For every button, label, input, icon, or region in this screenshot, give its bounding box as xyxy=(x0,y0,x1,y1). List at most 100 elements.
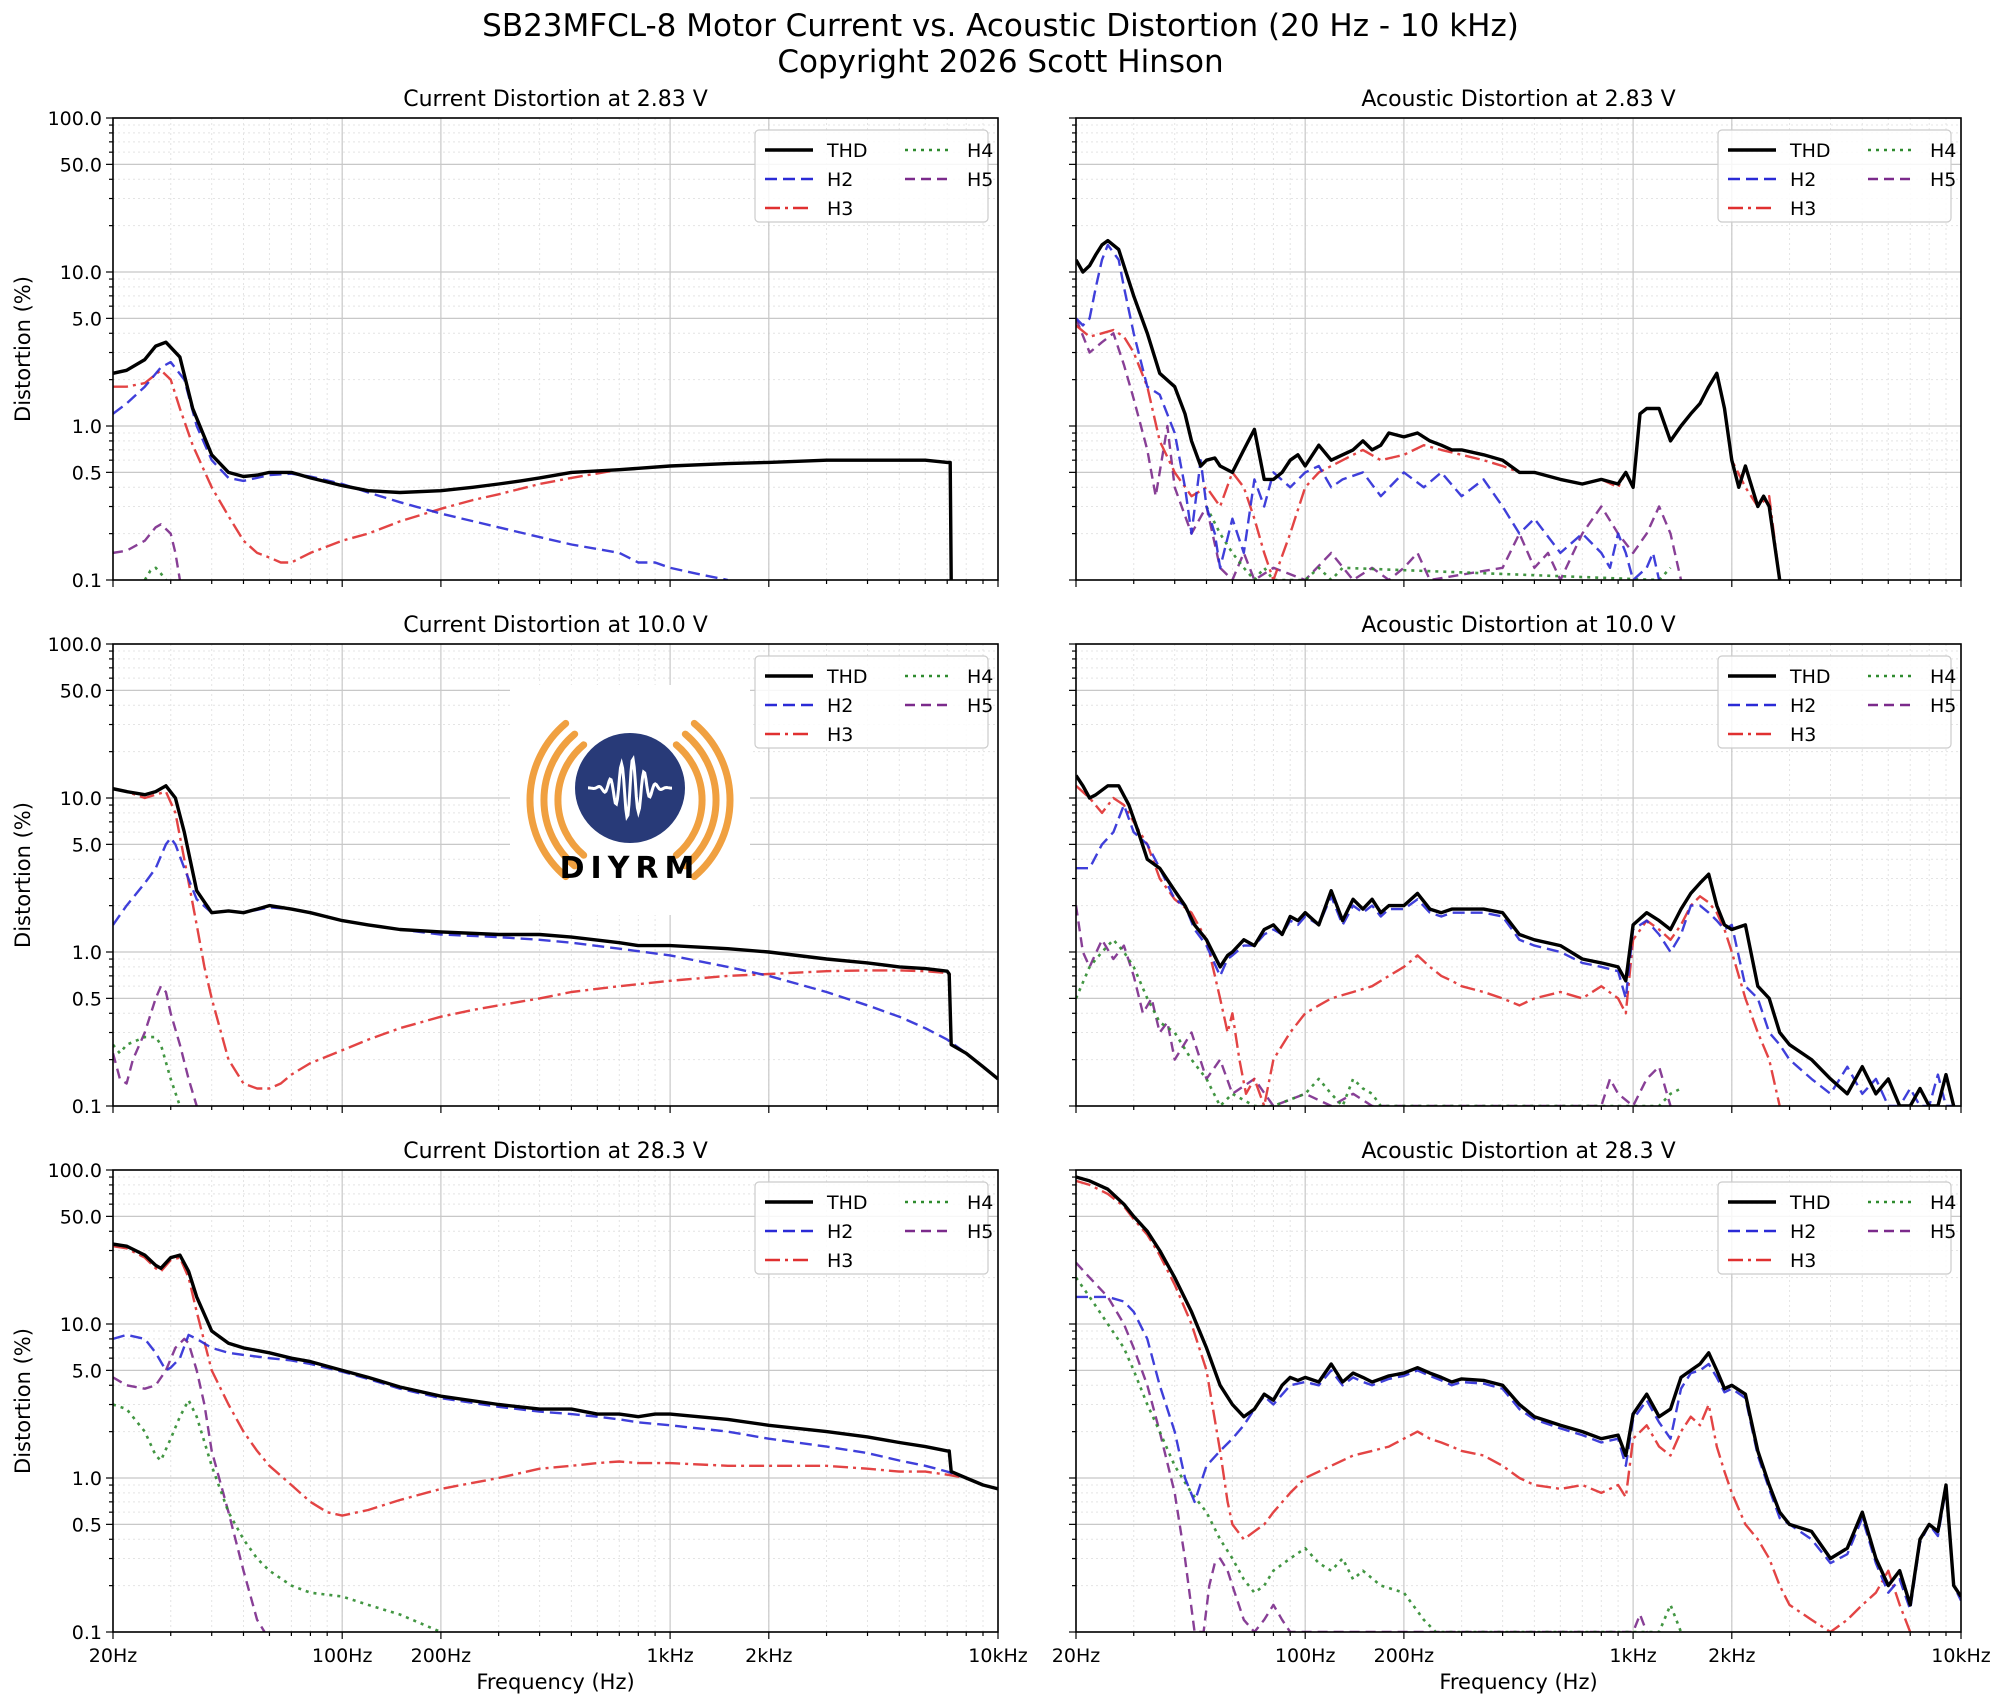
y-tick-label: 0.1 xyxy=(72,1096,102,1118)
y-tick-label: 0.5 xyxy=(72,988,102,1010)
y-tick-label: 10.0 xyxy=(60,788,102,810)
legend-label-thd: THD xyxy=(1789,666,1831,688)
series-h3-line xyxy=(1076,784,1781,1106)
panel-1: 0.1 0.5 1.0 5.0 10.0 50.0 100.0 Current Distort… xyxy=(11,87,999,592)
series-h3-line xyxy=(113,787,952,1090)
legend-label-h3: H3 xyxy=(827,198,853,220)
y-axis-label: Distortion (%) xyxy=(11,1328,35,1474)
x-tick-label: 20Hz xyxy=(89,1645,137,1667)
x-tick-label: 10kHz xyxy=(1931,1645,1990,1667)
legend-label-h2: H2 xyxy=(1790,1221,1816,1243)
legend-label-thd: THD xyxy=(1789,140,1831,162)
y-tick-label: 10.0 xyxy=(60,1314,102,1336)
axes-frame xyxy=(1075,117,1962,581)
legend-label-h5: H5 xyxy=(967,695,993,717)
legend: THD H2 H3 H4 H5 xyxy=(1717,129,1956,223)
figure-title: SB23MFCL-8 Motor Current vs. Acoustic Di… xyxy=(482,8,1519,44)
legend-label-h3: H3 xyxy=(1790,198,1816,220)
panel-title: Acoustic Distortion at 2.83 V xyxy=(1361,87,1675,112)
x-tick-label: 1kHz xyxy=(646,1645,693,1667)
legend-label-thd: THD xyxy=(826,140,868,162)
legend-label-h2: H2 xyxy=(1790,169,1816,191)
panel-title: Acoustic Distortion at 10.0 V xyxy=(1361,613,1675,638)
series-group xyxy=(1076,238,1782,580)
series-h2-line xyxy=(1076,803,1954,1106)
legend-label-thd: THD xyxy=(826,1192,868,1214)
y-axis-label: Distortion (%) xyxy=(11,276,35,422)
x-tick-label: 2kHz xyxy=(1708,1645,1755,1667)
y-tick-label: 0.5 xyxy=(72,1514,102,1536)
legend: THD H2 H3 H4 H5 xyxy=(1717,655,1956,749)
x-tick-label: 200Hz xyxy=(1374,1645,1435,1667)
panel-title: Acoustic Distortion at 28.3 V xyxy=(1361,1139,1675,1164)
legend-label-h5: H5 xyxy=(1930,169,1956,191)
legend-box xyxy=(754,655,989,749)
legend-label-h4: H4 xyxy=(967,666,993,688)
legend-box xyxy=(754,1181,989,1275)
axes-frame xyxy=(1075,643,1962,1107)
series-h3-line xyxy=(1076,1179,1912,1632)
legend-label-h2: H2 xyxy=(1790,695,1816,717)
series-group xyxy=(1076,1175,1961,1632)
panel-6: 20Hz 100Hz 200Hz 1kHz 2kHz 10kHz Acoustic Dist… xyxy=(1052,1139,1991,1694)
x-tick-label: 100Hz xyxy=(1275,1645,1336,1667)
logo-ring xyxy=(690,719,734,881)
series-h2-line xyxy=(113,1333,998,1491)
panel-5: 0.1 0.5 1.0 5.0 10.0 50.0 100.0 20Hz 100Hz 200Hz 1… xyxy=(11,1139,1028,1694)
y-tick-label: 50.0 xyxy=(60,1206,102,1228)
axes-frame xyxy=(1075,1169,1962,1633)
legend: THD H2 H3 H4 H5 xyxy=(1717,1181,1956,1275)
legend-label-h5: H5 xyxy=(1930,695,1956,717)
panel-title: Current Distortion at 10.0 V xyxy=(403,613,708,638)
axes-frame xyxy=(112,643,999,1107)
series-h5-line xyxy=(1076,317,1683,580)
logo-wave-icon xyxy=(588,755,672,821)
axes-frame xyxy=(112,1169,999,1633)
grid xyxy=(1075,643,1962,1107)
logo-ring xyxy=(540,730,579,870)
legend-label-h2: H2 xyxy=(827,169,853,191)
y-tick-label: 100.0 xyxy=(48,634,102,656)
legend-label-h2: H2 xyxy=(827,1221,853,1243)
y-tick-label: 100.0 xyxy=(48,1160,102,1182)
legend-label-h5: H5 xyxy=(967,1221,993,1243)
series-h5-line xyxy=(1076,905,1672,1106)
series-thd-line xyxy=(1076,774,1956,1106)
logo-ring xyxy=(526,719,570,881)
series-thd-line xyxy=(113,1242,998,1491)
legend-label-h4: H4 xyxy=(1930,666,1956,688)
y-tick-label: 0.1 xyxy=(72,570,102,592)
diyrm-logo: DIYRM xyxy=(510,685,750,915)
x-tick-label: 1kHz xyxy=(1609,1645,1656,1667)
legend-label-h5: H5 xyxy=(1930,1221,1956,1243)
legend-box xyxy=(1717,1181,1952,1275)
y-tick-label: 5.0 xyxy=(72,308,102,330)
y-axis-label: Distortion (%) xyxy=(11,802,35,948)
panel-title: Current Distortion at 28.3 V xyxy=(403,1139,708,1164)
legend-label-h3: H3 xyxy=(1790,1250,1816,1272)
x-tick-label: 2kHz xyxy=(745,1645,792,1667)
y-tick-label: 50.0 xyxy=(60,680,102,702)
panel-3: 0.1 0.5 1.0 5.0 10.0 50.0 100.0 Current Distort… xyxy=(11,613,999,1118)
series-h3-line xyxy=(1076,324,1781,580)
legend-box xyxy=(754,129,989,223)
panel-2: Acoustic Distortion at 2.83 V THD H2 H3 H4 H5 xyxy=(1069,87,1962,587)
legend-label-h4: H4 xyxy=(1930,140,1956,162)
legend-box xyxy=(1717,655,1952,749)
logo-text: DIYRM xyxy=(560,851,701,886)
legend-label-thd: THD xyxy=(1789,1192,1831,1214)
series-h5-line xyxy=(1076,1261,1648,1632)
y-tick-label: 10.0 xyxy=(60,262,102,284)
y-tick-label: 5.0 xyxy=(72,1360,102,1382)
series-h5-line xyxy=(113,985,198,1106)
x-tick-label: 100Hz xyxy=(312,1645,373,1667)
legend: THD H2 H3 H4 H5 xyxy=(754,1181,993,1275)
legend-label-h4: H4 xyxy=(967,1192,993,1214)
legend-label-h3: H3 xyxy=(827,1250,853,1272)
series-h5-line xyxy=(113,1337,266,1632)
logo-ring xyxy=(672,741,706,859)
axes-frame xyxy=(112,117,999,581)
legend-label-h3: H3 xyxy=(1790,724,1816,746)
